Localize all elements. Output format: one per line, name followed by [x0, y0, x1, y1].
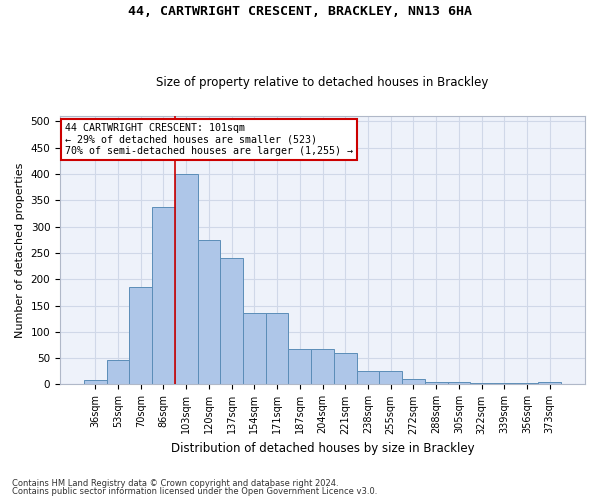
Text: Contains HM Land Registry data © Crown copyright and database right 2024.: Contains HM Land Registry data © Crown c… — [12, 478, 338, 488]
Bar — [197, 240, 220, 384]
Y-axis label: Number of detached properties: Number of detached properties — [15, 162, 25, 338]
Bar — [130, 287, 152, 384]
Bar — [107, 360, 130, 384]
Bar — [356, 372, 379, 384]
Bar — [538, 382, 561, 384]
Bar — [379, 372, 402, 384]
Bar — [425, 382, 448, 384]
Bar — [402, 379, 425, 384]
Bar — [220, 258, 243, 384]
Bar — [289, 348, 311, 384]
Text: Contains public sector information licensed under the Open Government Licence v3: Contains public sector information licen… — [12, 487, 377, 496]
Bar — [266, 314, 289, 384]
Bar — [311, 348, 334, 384]
Bar — [243, 314, 266, 384]
Bar — [175, 174, 197, 384]
Bar — [84, 380, 107, 384]
Text: 44, CARTWRIGHT CRESCENT, BRACKLEY, NN13 6HA: 44, CARTWRIGHT CRESCENT, BRACKLEY, NN13 … — [128, 5, 472, 18]
Bar — [334, 353, 356, 384]
Title: Size of property relative to detached houses in Brackley: Size of property relative to detached ho… — [157, 76, 489, 88]
Bar — [448, 382, 470, 384]
Text: 44 CARTWRIGHT CRESCENT: 101sqm
← 29% of detached houses are smaller (523)
70% of: 44 CARTWRIGHT CRESCENT: 101sqm ← 29% of … — [65, 123, 353, 156]
Bar — [152, 206, 175, 384]
X-axis label: Distribution of detached houses by size in Brackley: Distribution of detached houses by size … — [171, 442, 475, 455]
